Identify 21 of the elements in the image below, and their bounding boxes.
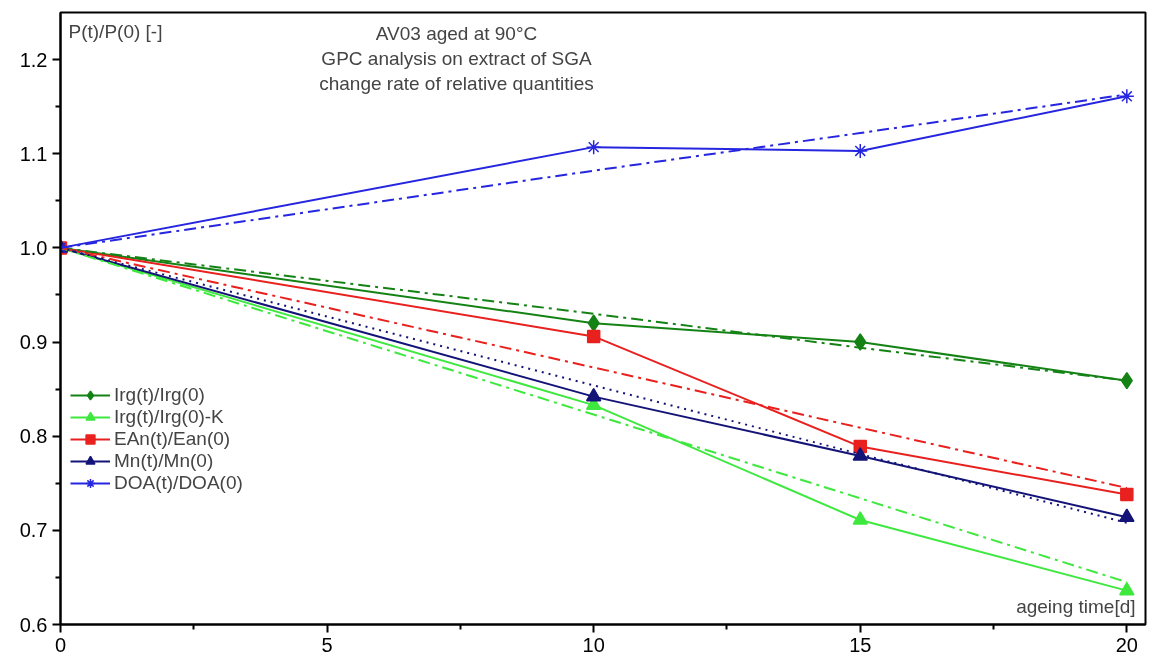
y-tick-label: 1.0 [19,236,48,259]
y-tick-label: 0.8 [19,425,48,448]
y-tick-label: 1.1 [19,142,48,165]
x-axis-title: ageing time[d] [1016,595,1136,617]
x-tick-label: 10 [582,633,605,656]
x-tick-label: 15 [849,633,872,656]
x-tick-label: 5 [321,633,333,656]
y-tick-label: 0.7 [19,519,48,542]
text: GPC analysis on extract of SGA change rate of relative quantities [319,47,594,94]
x-tick-label: 20 [1115,633,1138,656]
legend-label: Mn(t)/Mn(0) [114,450,214,472]
legend-label: Irg(t)/Irg(0) [114,384,205,406]
legend-label: Irg(t)/Irg(0)-K [114,406,224,428]
y-tick-label: 1.2 [19,48,48,71]
y-tick-label: 0.9 [19,331,48,354]
y-axis-title: P(t)/P(0) [-] [68,20,163,42]
y-tick-label: 0.6 [19,613,48,636]
x-tick-label: 0 [54,633,67,656]
legend-label: DOA(t)/DOA(0) [114,472,243,494]
legend-label: EAn(t)/Ean(0) [114,428,231,450]
text: AV03 aged at 90°C [375,22,538,44]
